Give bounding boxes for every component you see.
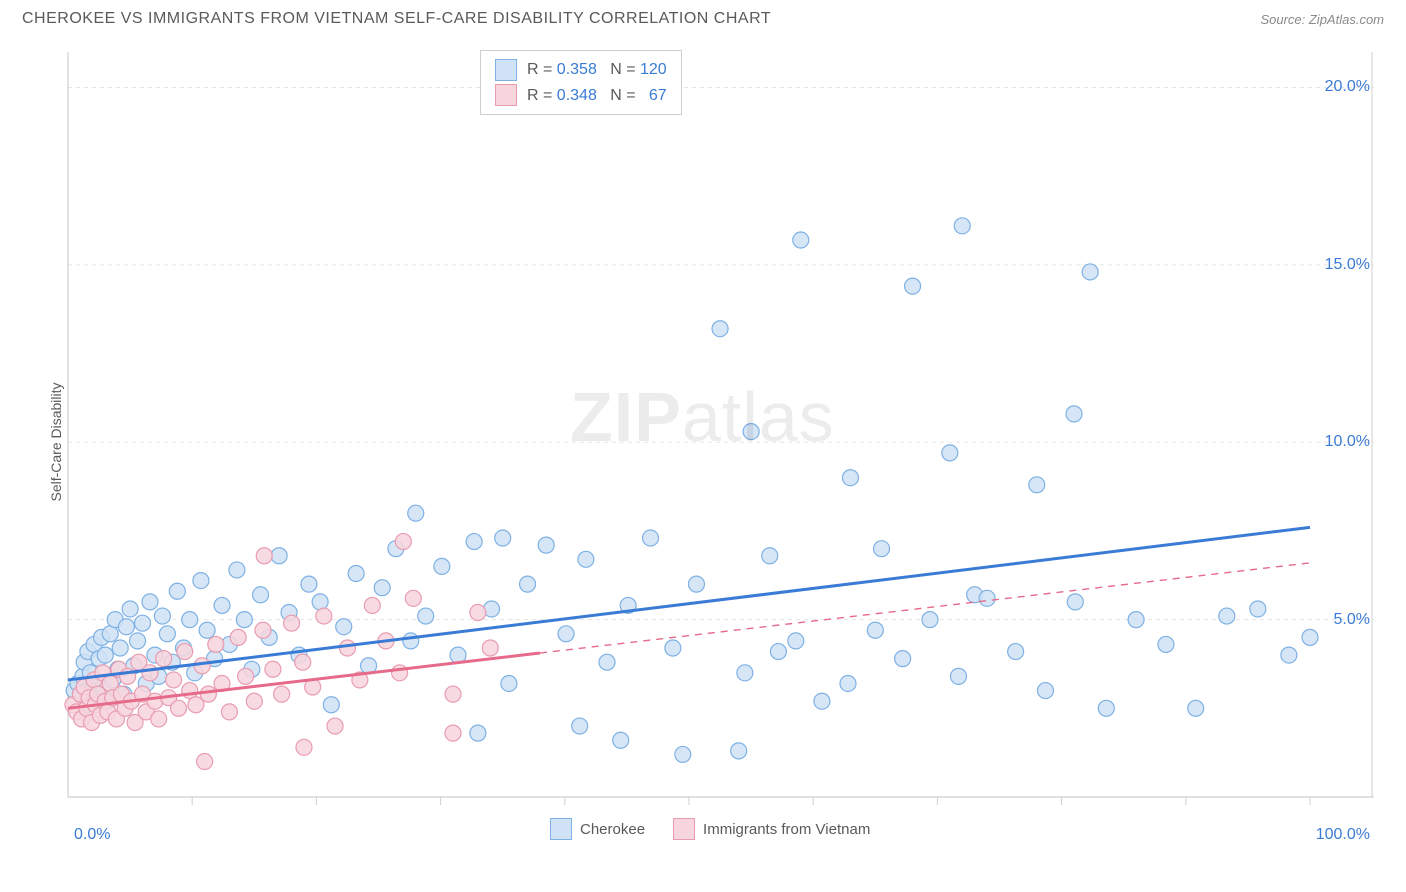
chart-title: CHEROKEE VS IMMIGRANTS FROM VIETNAM SELF… (22, 10, 771, 28)
legend-swatch (495, 84, 517, 106)
correlation-legend: R = 0.358 N = 120R = 0.348 N = 67 (480, 50, 682, 115)
series-legend: Cherokee Immigrants from Vietnam (550, 818, 870, 840)
series-legend-label: Cherokee (580, 821, 645, 838)
correlation-legend-row: R = 0.348 N = 67 (495, 83, 667, 109)
source-label: Source: ZipAtlas.com (1260, 12, 1384, 27)
x-axis-max-label: 100.0% (1316, 826, 1370, 844)
chart-area: Self-Care Disability ZIPatlas R = 0.358 … (50, 42, 1380, 842)
legend-swatch (673, 818, 695, 840)
series-legend-label: Immigrants from Vietnam (703, 821, 870, 838)
x-axis-min-label: 0.0% (74, 826, 110, 844)
series-legend-item: Immigrants from Vietnam (673, 818, 870, 840)
correlation-legend-text: R = 0.348 N = 67 (527, 83, 667, 109)
y-tick-label: 10.0% (1325, 433, 1370, 451)
series-legend-item: Cherokee (550, 818, 645, 840)
y-axis-label: Self-Care Disability (48, 382, 64, 501)
correlation-legend-row: R = 0.358 N = 120 (495, 57, 667, 83)
y-tick-label: 15.0% (1325, 256, 1370, 274)
legend-swatch (495, 59, 517, 81)
y-tick-label: 5.0% (1334, 611, 1370, 629)
scatter-plot-svg (50, 42, 1380, 842)
correlation-legend-text: R = 0.358 N = 120 (527, 57, 667, 83)
y-tick-label: 20.0% (1325, 78, 1370, 96)
legend-swatch (550, 818, 572, 840)
